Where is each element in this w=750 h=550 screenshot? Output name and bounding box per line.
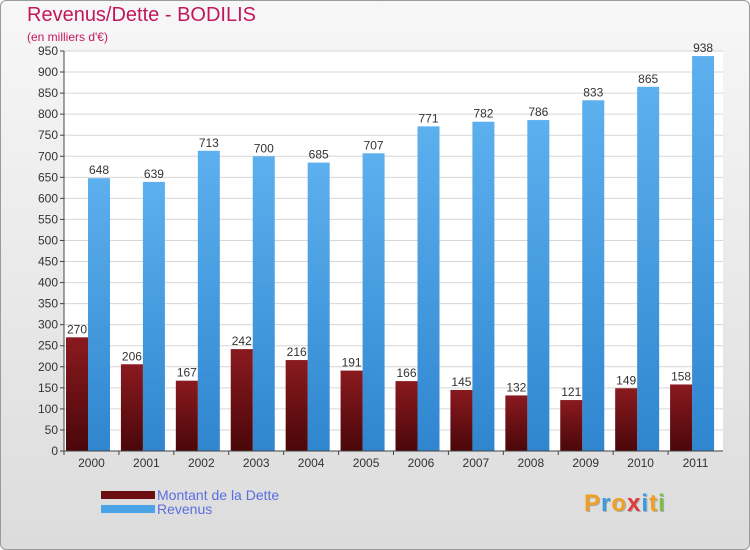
y-tick-label: 100 bbox=[38, 402, 58, 416]
data-label-dette: 167 bbox=[177, 366, 197, 380]
data-label-revenus: 700 bbox=[254, 141, 274, 155]
data-label-revenus: 938 bbox=[693, 41, 713, 55]
legend-label-revenus: Revenus bbox=[157, 501, 213, 517]
y-tick-label: 350 bbox=[38, 297, 58, 311]
bar-revenus bbox=[637, 86, 660, 451]
bar-dette bbox=[340, 370, 363, 451]
legend-swatch-dette bbox=[101, 491, 155, 499]
bar-dette bbox=[450, 389, 473, 451]
bar-dette bbox=[505, 395, 528, 451]
data-label-revenus: 865 bbox=[638, 72, 658, 86]
plot-area bbox=[64, 51, 723, 451]
y-tick-label: 400 bbox=[38, 276, 58, 290]
data-label-dette: 121 bbox=[561, 385, 581, 399]
y-tick-label: 950 bbox=[38, 44, 58, 58]
y-tick-label: 900 bbox=[38, 65, 58, 79]
legend-label-dette: Montant de la Dette bbox=[157, 487, 280, 503]
bar-dette bbox=[285, 360, 308, 451]
proxiti-logo: Proxiti bbox=[584, 490, 666, 517]
data-label-dette: 242 bbox=[232, 334, 252, 348]
data-label-dette: 206 bbox=[122, 349, 142, 363]
y-tick-label: 450 bbox=[38, 255, 58, 269]
bar-dette bbox=[175, 380, 198, 451]
x-tick-label: 2007 bbox=[463, 456, 490, 470]
bar-revenus bbox=[252, 156, 275, 451]
bar-dette bbox=[670, 384, 693, 451]
y-tick-label: 150 bbox=[38, 381, 58, 395]
bar-revenus bbox=[142, 181, 165, 451]
bar-revenus bbox=[692, 56, 715, 451]
data-label-revenus: 782 bbox=[473, 107, 493, 121]
data-label-revenus: 713 bbox=[199, 136, 219, 150]
x-tick-label: 2008 bbox=[517, 456, 544, 470]
data-label-revenus: 786 bbox=[528, 105, 548, 119]
data-label-revenus: 707 bbox=[364, 138, 384, 152]
y-tick-label: 0 bbox=[51, 444, 58, 458]
y-tick-label: 50 bbox=[45, 423, 59, 437]
legend-item-revenus: Revenus bbox=[101, 501, 212, 517]
x-tick-label: 2006 bbox=[408, 456, 435, 470]
data-label-revenus: 648 bbox=[89, 163, 109, 177]
data-label-revenus: 771 bbox=[418, 111, 438, 125]
legend-swatch-revenus bbox=[101, 505, 155, 513]
bar-dette bbox=[120, 364, 143, 451]
data-label-dette: 145 bbox=[451, 375, 471, 389]
bar-revenus bbox=[307, 162, 330, 451]
x-tick-label: 2011 bbox=[683, 456, 709, 470]
legend-item-dette: Montant de la Dette bbox=[101, 487, 279, 503]
data-label-dette: 270 bbox=[67, 322, 87, 336]
data-label-dette: 149 bbox=[616, 373, 636, 387]
bar-revenus bbox=[472, 121, 495, 451]
x-tick-label: 2003 bbox=[243, 456, 270, 470]
y-tick-label: 550 bbox=[38, 212, 58, 226]
bar-revenus bbox=[527, 120, 550, 451]
x-tick-label: 2001 bbox=[133, 456, 160, 470]
data-label-dette: 166 bbox=[396, 366, 416, 380]
data-label-dette: 158 bbox=[671, 369, 691, 383]
x-tick-label: 2010 bbox=[627, 456, 654, 470]
bar-dette bbox=[230, 349, 253, 451]
data-label-dette: 132 bbox=[506, 380, 526, 394]
bar-revenus bbox=[88, 178, 110, 451]
data-label-dette: 216 bbox=[287, 345, 307, 359]
y-tick-label: 650 bbox=[38, 170, 58, 184]
y-tick-label: 200 bbox=[38, 360, 58, 374]
data-label-revenus: 833 bbox=[583, 85, 603, 99]
y-tick-label: 750 bbox=[38, 128, 58, 142]
bar-dette bbox=[615, 388, 638, 451]
bar-revenus bbox=[197, 150, 220, 451]
x-tick-label: 2002 bbox=[188, 456, 215, 470]
chart-title: Revenus/Dette - BODILIS bbox=[27, 4, 256, 26]
data-label-dette: 191 bbox=[342, 356, 362, 370]
bar-dette bbox=[66, 337, 88, 451]
y-tick-label: 300 bbox=[38, 318, 58, 332]
y-tick-label: 850 bbox=[38, 86, 58, 100]
bar-revenus bbox=[417, 126, 440, 452]
x-tick-label: 2000 bbox=[78, 456, 105, 470]
data-label-revenus: 685 bbox=[309, 148, 329, 162]
bar-revenus bbox=[582, 100, 605, 452]
chart-subtitle: (en milliers d'€) bbox=[27, 30, 108, 44]
bar-revenus bbox=[362, 153, 385, 451]
y-tick-label: 600 bbox=[38, 191, 58, 205]
y-tick-label: 500 bbox=[38, 233, 58, 247]
bar-dette bbox=[395, 381, 418, 451]
bar-dette bbox=[560, 400, 583, 451]
x-tick-label: 2009 bbox=[572, 456, 599, 470]
y-tick-label: 250 bbox=[38, 339, 58, 353]
x-tick-label: 2004 bbox=[298, 456, 325, 470]
x-tick-label: 2005 bbox=[353, 456, 380, 470]
y-tick-label: 800 bbox=[38, 107, 58, 121]
y-tick-label: 700 bbox=[38, 149, 58, 163]
data-label-revenus: 639 bbox=[144, 167, 164, 181]
